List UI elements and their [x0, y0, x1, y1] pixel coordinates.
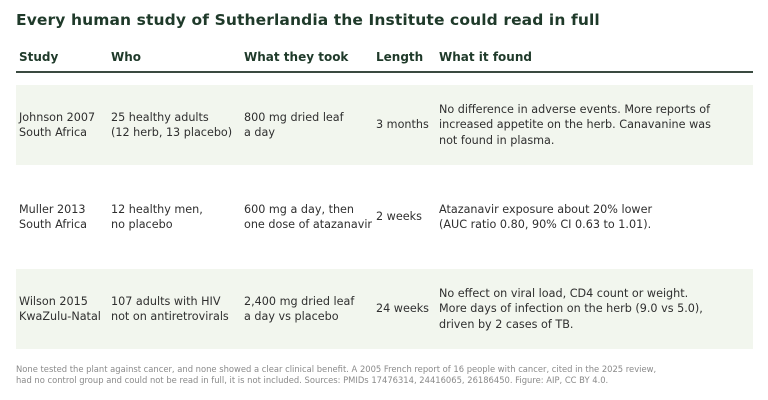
cell-line: Johnson 2007 [19, 110, 96, 124]
cell-line: (12 herb, 13 placebo) [111, 126, 233, 139]
table-row: Muller 2013 South Africa 12 healthy men,… [16, 177, 753, 257]
cell-line: KwaZulu-Natal [19, 310, 101, 323]
cell-line: Atazanavir exposure about 20% lower [439, 202, 653, 216]
cell-line: (AUC ratio 0.80, 90% CI 0.63 to 1.01). [439, 218, 652, 231]
cell-line: 12 healthy men, [111, 202, 203, 216]
cell-line: No difference in adverse events. More re… [439, 102, 711, 116]
cell-what-they-took: 800 mg dried leaf a day [241, 85, 373, 165]
cell-line: South Africa [19, 218, 87, 231]
cell-what-they-took: 600 mg a day, then one dose of atazanavi… [241, 177, 373, 257]
cell-study: Wilson 2015 KwaZulu-Natal [16, 269, 108, 349]
cell-line: 2,400 mg dried leaf [244, 294, 355, 308]
cell-line: More days of infection on the herb (9.0 … [439, 302, 703, 316]
header-study: Study [16, 44, 108, 73]
cell-what-it-found: No difference in adverse events. More re… [436, 85, 753, 165]
cell-who: 25 healthy adults (12 herb, 13 placebo) [108, 85, 241, 165]
cell-line: no placebo [111, 218, 173, 231]
cell-line: not on antiretrovirals [111, 310, 229, 323]
cell-line: increased appetite on the herb. Canavani… [439, 118, 711, 132]
cell-line: 600 mg a day, then [244, 202, 355, 216]
cell-line: not found in plasma. [439, 133, 555, 147]
cell-length: 3 months [373, 85, 436, 165]
cell-line: one dose of atazanavir [244, 218, 373, 231]
table-header-row: Study Who What they took Length What it … [16, 44, 753, 73]
cell-what-it-found: No effect on viral load, CD4 count or we… [436, 269, 753, 349]
studies-table: Study Who What they took Length What it … [16, 44, 753, 349]
cell-study: Johnson 2007 South Africa [16, 85, 108, 165]
row-spacer [16, 72, 753, 85]
footnote: None tested the plant against cancer, an… [16, 364, 756, 385]
cell-line: Muller 2013 [19, 202, 86, 216]
header-who: Who [108, 44, 241, 73]
cell-who: 107 adults with HIV not on antiretrovira… [108, 269, 241, 349]
cell-what-they-took: 2,400 mg dried leaf a day vs placebo [241, 269, 373, 349]
cell-line: a day vs placebo [244, 310, 339, 323]
header-what-they-took: What they took [241, 44, 373, 73]
cell-line: driven by 2 cases of TB. [439, 317, 574, 331]
cell-line: Wilson 2015 [19, 294, 88, 308]
cell-line: 800 mg dried leaf [244, 110, 344, 124]
row-spacer [16, 165, 753, 177]
cell-line: South Africa [19, 126, 87, 139]
footnote-line: None tested the plant against cancer, an… [16, 364, 657, 374]
cell-line: a day [244, 126, 275, 139]
table-row: Wilson 2015 KwaZulu-Natal 107 adults wit… [16, 269, 753, 349]
page-title: Every human study of Sutherlandia the In… [16, 11, 600, 29]
header-length: Length [373, 44, 436, 73]
cell-what-it-found: Atazanavir exposure about 20% lower (AUC… [436, 177, 753, 257]
cell-length: 2 weeks [376, 210, 422, 224]
cell-study: Muller 2013 South Africa [16, 177, 108, 257]
cell-line: 25 healthy adults [111, 110, 209, 124]
footnote-line: had no control group and could not be re… [16, 374, 609, 385]
cell-line: No effect on viral load, CD4 count or we… [439, 286, 689, 300]
row-spacer [16, 257, 753, 269]
table-row: Johnson 2007 South Africa 25 healthy adu… [16, 85, 753, 165]
header-what-it-found: What it found [436, 44, 753, 73]
cell-length: 24 weeks [373, 269, 436, 349]
cell-line: 107 adults with HIV [111, 294, 221, 308]
cell-who: 12 healthy men, no placebo [108, 177, 241, 257]
